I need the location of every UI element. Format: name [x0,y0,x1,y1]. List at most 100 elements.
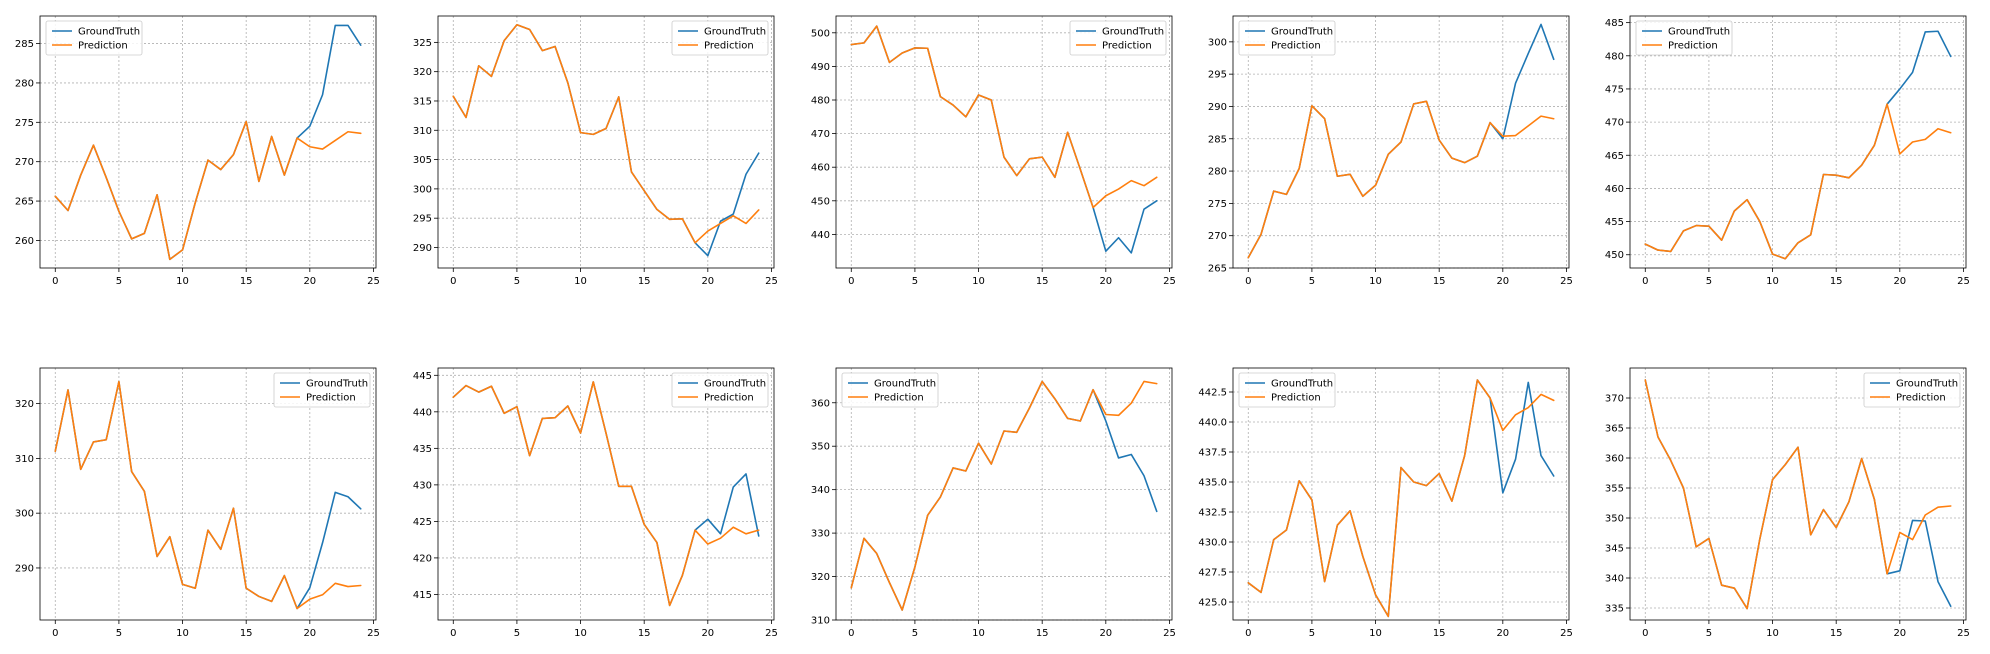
y-tick-label: 295 [1208,70,1227,81]
x-tick-label: 10 [176,276,189,287]
legend-label: Prediction [874,393,924,404]
axes-frame [1232,15,1570,269]
x-tick-label: 10 [972,628,985,639]
axes-frame [437,15,775,269]
chart-6: 0 5 10 15 20 25 290 300 310 320 GroundTruth Predict… [15,367,380,639]
y-tick-label: 300 [413,184,432,195]
legend-label: Prediction [1271,393,1321,404]
y-tick-label: 415 [413,590,432,601]
x-tick-label: 0 [52,628,58,639]
x-tick-label: 5 [116,276,122,287]
y-tick-label: 310 [811,616,830,627]
series-line-prediction [54,380,362,610]
x-tick-label: 5 [912,276,918,287]
legend-box [671,372,769,408]
legend-label: Prediction [1668,41,1718,52]
y-tick-label: 435.0 [1198,478,1227,489]
y-tick-label: 350 [811,442,830,453]
x-tick-label: 5 [1706,628,1712,639]
chart-1: 0 5 10 15 20 25 260 265 270 275 280 285 GroundTruth P… [15,15,380,287]
y-tick-label: 310 [413,126,432,137]
plot-area [836,368,1172,620]
chart-4: 0 5 10 15 20 25 265 270 275 280 285 290 295 300 Ground… [1208,15,1573,287]
x-tick-label: 25 [1163,628,1176,639]
legend-label: Prediction [1102,41,1152,52]
legend-box [273,372,371,408]
x-tick-label: 0 [1245,628,1251,639]
x-tick-label: 0 [1642,628,1648,639]
x-tick-label: 15 [1036,628,1049,639]
x-tick-label: 5 [1706,276,1712,287]
y-tick-label: 427.5 [1198,568,1227,579]
chart-9: 0 5 10 15 20 25 425.0 427.5 430.0 432.5 435.0 437.5… [1198,367,1573,639]
x-tick-label: 10 [1369,628,1382,639]
y-tick-label: 480 [811,96,830,107]
series-line-prediction [452,381,760,607]
y-tick-label: 320 [811,572,830,583]
series-line-prediction [850,25,1158,209]
y-tick-label: 435 [413,444,432,455]
y-tick-label: 355 [1605,484,1624,495]
x-tick-label: 15 [1433,628,1446,639]
legend: GroundTruth Prediction [1635,20,1733,56]
x-tick-label: 25 [1957,628,1970,639]
y-tick-label: 300 [15,509,34,520]
y-tick-label: 440 [811,230,830,241]
y-tick-label: 320 [15,399,34,410]
y-tick-label: 450 [1605,250,1624,261]
y-tick-label: 275 [1208,199,1227,210]
y-tick-label: 440 [413,407,432,418]
legend: GroundTruth Prediction [1863,372,1961,408]
y-tick-label: 450 [811,196,830,207]
legend: GroundTruth Prediction [841,372,939,408]
y-tick-label: 420 [413,553,432,564]
legend-box [45,20,143,56]
legend: GroundTruth Prediction [1238,372,1336,408]
x-tick-label: 20 [701,276,714,287]
legend-box [1069,20,1167,56]
legend-label: GroundTruth [78,27,140,38]
y-tick-label: 280 [15,78,34,89]
x-tick-label: 10 [1369,276,1382,287]
x-tick-label: 25 [367,276,380,287]
legend-label: GroundTruth [874,379,936,390]
legend-label: GroundTruth [1668,27,1730,38]
legend-box [841,372,939,408]
y-tick-label: 320 [413,67,432,78]
axes-frame [835,15,1173,269]
legend-label: Prediction [306,393,356,404]
x-tick-label: 10 [1766,628,1779,639]
chart-3: 0 5 10 15 20 25 440 450 460 470 480 490 500 GroundTru… [811,15,1176,287]
x-tick-label: 25 [1957,276,1970,287]
axes-frame [1629,15,1967,269]
y-tick-label: 365 [1605,424,1624,435]
axes-frame [39,15,377,269]
chart-7: 0 5 10 15 20 25 415 420 425 430 435 440 445 GroundTru… [413,367,778,639]
x-tick-label: 0 [1642,276,1648,287]
legend-label: Prediction [704,393,754,404]
y-tick-label: 440.0 [1198,418,1227,429]
legend: GroundTruth Prediction [671,20,769,56]
y-tick-label: 290 [1208,102,1227,113]
legend-label: GroundTruth [704,379,766,390]
axes-frame [835,367,1173,621]
y-tick-label: 350 [1605,514,1624,525]
y-tick-label: 280 [1208,167,1227,178]
x-tick-label: 20 [1893,276,1906,287]
y-tick-label: 285 [15,39,34,50]
y-tick-label: 360 [811,398,830,409]
y-tick-label: 315 [413,96,432,107]
x-tick-label: 10 [176,628,189,639]
y-tick-label: 470 [811,129,830,140]
legend-label: Prediction [78,41,128,52]
x-tick-label: 20 [701,628,714,639]
y-tick-label: 425.0 [1198,598,1227,609]
y-tick-label: 340 [811,485,830,496]
legend-label: GroundTruth [1896,379,1958,390]
x-tick-label: 15 [1036,276,1049,287]
legend-label: GroundTruth [1102,27,1164,38]
x-tick-label: 0 [450,276,456,287]
chart-8: 0 5 10 15 20 25 310 320 330 340 350 360 GroundTruth P… [811,367,1176,639]
legend-label: Prediction [1271,41,1321,52]
y-tick-label: 430 [413,480,432,491]
